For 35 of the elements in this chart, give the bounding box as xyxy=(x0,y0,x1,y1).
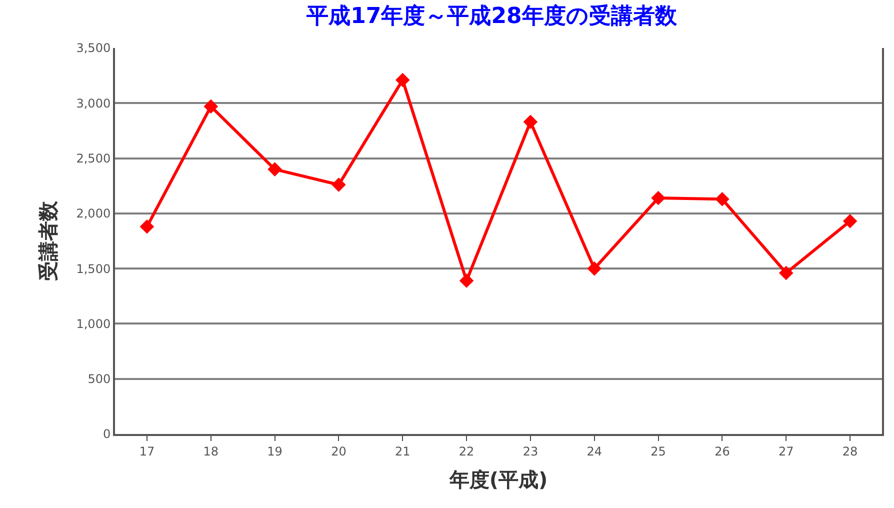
x-axis-title: 年度(平成) xyxy=(448,467,548,492)
y-tick-label: 2,500 xyxy=(76,151,111,166)
point xyxy=(715,192,730,206)
x-tick-label: 20 xyxy=(331,444,346,458)
y-tick-label: 0 xyxy=(102,427,111,442)
point xyxy=(587,261,602,276)
point xyxy=(651,190,666,206)
point xyxy=(332,178,346,192)
y-tick-label: 1,000 xyxy=(76,316,111,331)
y-tick-label: 500 xyxy=(88,372,111,386)
point xyxy=(523,114,538,130)
y-tick-label: 3,500 xyxy=(76,41,111,56)
point xyxy=(140,220,154,234)
point xyxy=(268,162,282,176)
y-tick-label: 2,000 xyxy=(76,206,111,221)
x-tick-label: 24 xyxy=(586,444,602,458)
x-tick-label: 22 xyxy=(458,444,474,458)
chart-title: 平成17年度～平成28年度の受講者数 xyxy=(306,3,678,30)
x-tick-label: 19 xyxy=(267,444,282,458)
x-tick-label: 21 xyxy=(394,444,410,458)
y-axis-title: 受講者数 xyxy=(36,200,60,281)
x-tick-label: 28 xyxy=(842,444,858,458)
point xyxy=(204,99,218,114)
x-tick-label: 23 xyxy=(522,444,538,458)
point xyxy=(395,72,410,88)
point xyxy=(778,266,794,280)
y-tick-label: 3,000 xyxy=(76,96,111,110)
y-tick-label: 1,500 xyxy=(76,262,111,276)
point xyxy=(842,214,858,228)
x-tick-label: 27 xyxy=(778,444,794,458)
x-tick-label: 26 xyxy=(714,444,730,458)
x-tick-label: 17 xyxy=(139,444,155,458)
x-tick-label: 25 xyxy=(650,444,666,458)
x-tick-label: 18 xyxy=(203,444,219,458)
point xyxy=(459,274,474,288)
